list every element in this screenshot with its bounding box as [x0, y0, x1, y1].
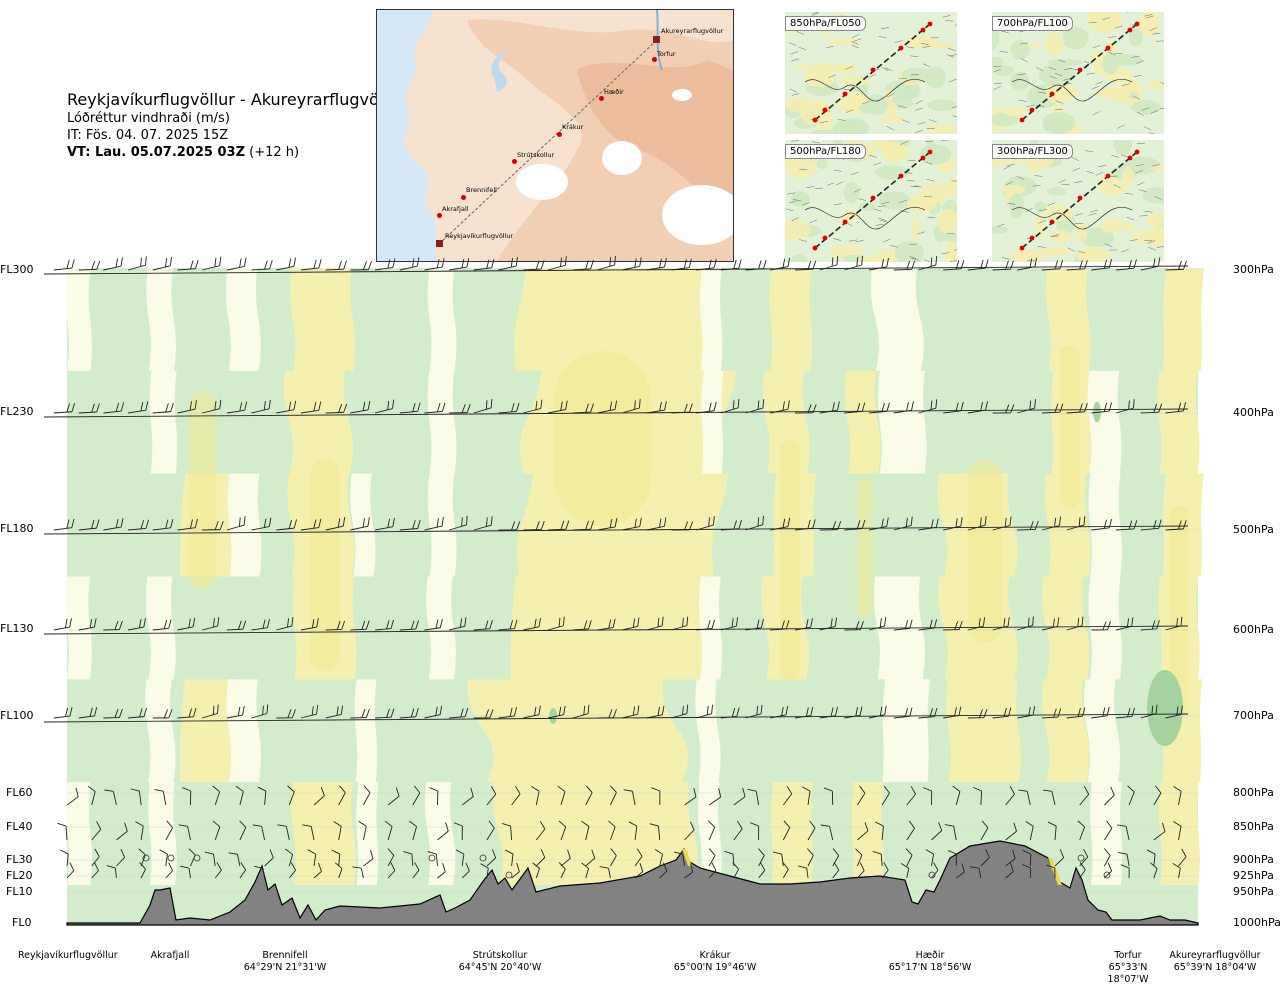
- downdraft-core: [554, 351, 652, 526]
- fl-label: FL60: [6, 786, 38, 799]
- fl-label: FL180: [0, 522, 32, 535]
- waypoint-coord: 65°17'N 18°56'W: [880, 962, 980, 974]
- downdraft-core: [310, 460, 340, 671]
- fl-label: FL230: [0, 405, 32, 418]
- waypoint-name: Brennifell: [235, 950, 335, 962]
- waypoint-label: Akrafjall: [140, 950, 200, 962]
- downdraft-core: [858, 477, 873, 617]
- fl-label: FL30: [6, 853, 38, 866]
- pressure-label: 800hPa: [1233, 786, 1274, 799]
- fl-label: FL10: [6, 885, 38, 898]
- pressure-label: 700hPa: [1233, 709, 1274, 722]
- fl-label: FL300: [0, 263, 32, 276]
- pressure-label: 850hPa: [1233, 820, 1274, 833]
- waypoint-name: Akureyrarflugvöllur: [1156, 950, 1274, 962]
- downdraft-core: [1060, 345, 1080, 508]
- waypoint-name: Reykjavíkurflugvöllur: [18, 950, 118, 962]
- downdraft-core: [189, 392, 217, 589]
- waypoint-name: Strútskollur: [450, 950, 550, 962]
- downdraft-core: [780, 440, 800, 682]
- waypoint-coord: 65°39'N 18°04'W: [1156, 962, 1274, 974]
- waypoint-coord: 65°00'N 19°46'W: [665, 962, 765, 974]
- vertical-velocity-band: [65, 268, 92, 885]
- wind-barb: [820, 256, 838, 270]
- fl-label: FL130: [0, 622, 32, 635]
- waypoint-coord: 65°33'N 18°07'W: [1100, 962, 1156, 986]
- fl-label: FL0: [12, 916, 44, 929]
- waypoint-name: Torfur: [1100, 950, 1156, 962]
- wind-barb: [597, 256, 615, 270]
- waypoint-coord: 64°45'N 20°40'W: [450, 962, 550, 974]
- wind-barb: [54, 259, 74, 270]
- pressure-label: 500hPa: [1233, 523, 1274, 536]
- pressure-label: 950hPa: [1233, 885, 1274, 898]
- wind-barb: [128, 256, 146, 270]
- wind-barb: [57, 823, 67, 840]
- pressure-label: 1000hPa: [1233, 916, 1280, 929]
- pressure-label: 925hPa: [1233, 869, 1274, 882]
- fl-label: FL100: [0, 709, 32, 722]
- waypoint-name: Krákur: [665, 950, 765, 962]
- pressure-label: 400hPa: [1233, 406, 1274, 419]
- fl-label: FL20: [6, 869, 38, 882]
- waypoint-label: Reykjavíkurflugvöllur: [18, 950, 118, 962]
- wind-barb: [548, 256, 566, 270]
- waypoint-name: Akrafjall: [140, 950, 200, 962]
- pressure-label: 900hPa: [1233, 853, 1274, 866]
- pressure-label: 600hPa: [1233, 623, 1274, 636]
- downdraft-core: [968, 459, 1003, 642]
- waypoint-name: Hæðir: [880, 950, 980, 962]
- pressure-label: 300hPa: [1233, 263, 1274, 276]
- fl-label: FL40: [6, 820, 38, 833]
- waypoint-coord: 64°29'N 21°31'W: [235, 962, 335, 974]
